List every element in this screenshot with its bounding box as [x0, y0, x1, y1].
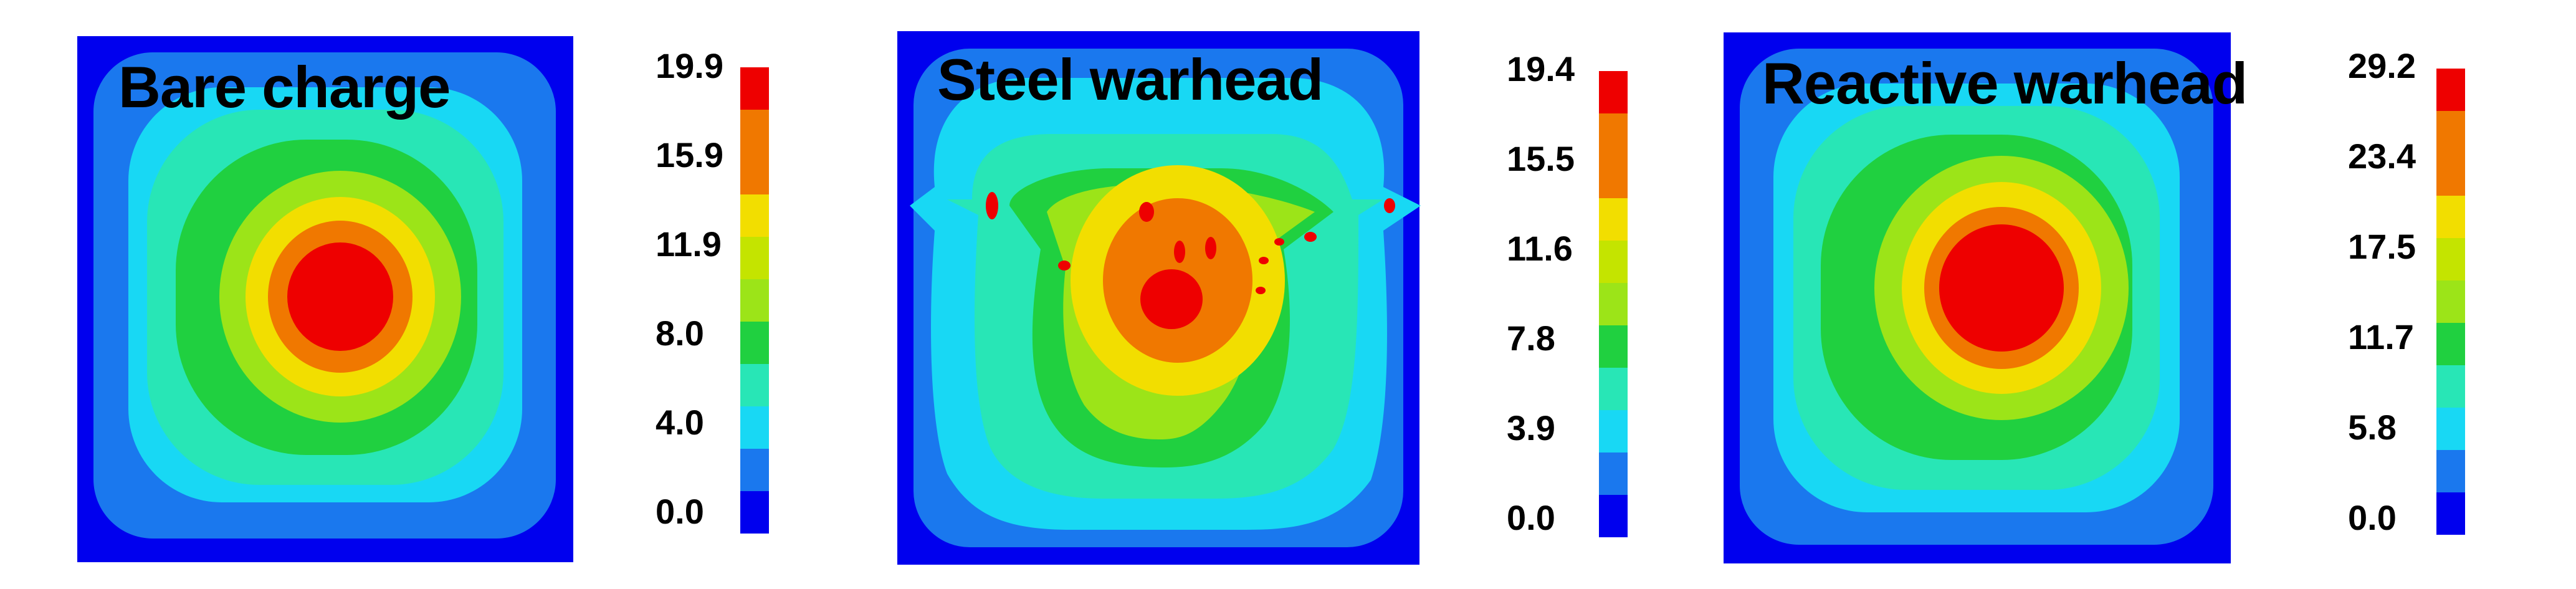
colorbar-segment	[740, 152, 769, 194]
colorbar-segment	[1599, 113, 1628, 156]
colorbar-segment	[2436, 69, 2465, 111]
colorbar-segment	[2436, 196, 2465, 238]
contour-hotspot	[1384, 198, 1395, 213]
heatmap-reactive-warhead	[1724, 32, 2231, 563]
contour-hotspot	[1174, 241, 1185, 263]
contour-hotspot	[1304, 232, 1317, 242]
contour-hotspot	[1274, 238, 1284, 246]
contour-level-8	[1939, 224, 2064, 352]
colorbar-tick-label: 17.5	[2348, 227, 2416, 266]
colorbar-segment	[740, 449, 769, 491]
colorbar-tick-label: 11.9	[656, 224, 722, 264]
colorbar-tick-label: 3.9	[1507, 408, 1555, 448]
colorbar-segment	[740, 110, 769, 152]
colorbar	[1599, 71, 1628, 537]
colorbar-segment	[740, 406, 769, 449]
panel-bare-charge: Bare charge 19.9 15.9 11.9 8.0 4.0	[77, 36, 769, 562]
colorbar	[2436, 69, 2465, 535]
colorbar-segment	[2436, 492, 2465, 535]
colorbar-segment	[1599, 368, 1628, 410]
colorbar-segment	[2436, 153, 2465, 196]
colorbar-segment	[740, 364, 769, 406]
colorbar-segment	[1599, 325, 1628, 368]
colorbar-segment	[2436, 111, 2465, 153]
colorbar-segment	[2436, 280, 2465, 323]
colorbar-ticks: 19.4 15.5 11.6 7.8 3.9 0.0	[1507, 49, 1575, 537]
colorbar-segment	[740, 279, 769, 322]
colorbar-segment	[1599, 156, 1628, 198]
contour-hotspot	[1139, 202, 1154, 222]
colorbar-segment	[1599, 198, 1628, 241]
contour-hotspot	[1259, 257, 1269, 264]
colorbar-tick-label: 11.7	[2348, 317, 2414, 357]
colorbar-segment	[1599, 241, 1628, 283]
colorbar-segment	[2436, 408, 2465, 450]
contour-level-8	[287, 242, 393, 351]
colorbar-ticks: 29.2 23.4 17.5 11.7 5.8 0.0	[2348, 46, 2416, 537]
panel-title: Steel warhead	[937, 47, 1323, 112]
colorbar-segment	[740, 322, 769, 364]
panel-reactive-warhead: Reactive warhead 29.2 23.4 17.5 11.7 5.8	[1724, 32, 2465, 563]
colorbar-tick-label: 15.5	[1507, 139, 1575, 178]
colorbar-segment	[740, 194, 769, 237]
colorbar	[740, 67, 769, 534]
contour-hotspot	[1205, 237, 1216, 259]
colorbar-tick-label: 15.9	[656, 135, 723, 175]
colorbar-segment	[2436, 238, 2465, 280]
colorbar-segment	[2436, 450, 2465, 492]
colorbar-segment	[2436, 323, 2465, 365]
colorbar-tick-label: 0.0	[2348, 498, 2397, 537]
colorbar-tick-label: 7.8	[1507, 318, 1555, 358]
colorbar-segment	[1599, 453, 1628, 495]
colorbar-segment	[1599, 71, 1628, 113]
colorbar-segment	[2436, 365, 2465, 408]
colorbar-segment	[1599, 410, 1628, 453]
colorbar-tick-label: 5.8	[2348, 408, 2397, 447]
colorbar-tick-label: 4.0	[656, 403, 704, 442]
panel-steel-warhead: Steel warhead 19.4 15.5 11.6 7.8 3.9	[897, 31, 1628, 565]
contour-hotspot	[986, 192, 998, 219]
contour-hotspot	[1058, 261, 1071, 271]
panel-title: Reactive warhead	[1762, 50, 2247, 116]
colorbar-tick-label: 19.4	[1507, 49, 1575, 89]
colorbar-segment	[1599, 495, 1628, 537]
colorbar-segment	[740, 237, 769, 279]
heatmap-bare-charge	[77, 36, 573, 562]
colorbar-tick-label: 11.6	[1507, 229, 1573, 268]
colorbar-tick-label: 19.9	[656, 46, 723, 85]
contour-hotspot	[1256, 287, 1266, 294]
colorbar-ticks: 19.9 15.9 11.9 8.0 4.0 0.0	[656, 46, 723, 531]
panel-title: Bare charge	[118, 54, 450, 120]
colorbar-tick-label: 29.2	[2348, 46, 2416, 85]
colorbar-segment	[740, 491, 769, 534]
colorbar-segment	[1599, 283, 1628, 325]
colorbar-tick-label: 0.0	[1507, 498, 1555, 537]
colorbar-tick-label: 0.0	[656, 492, 704, 531]
colorbar-segment	[740, 67, 769, 110]
heatmap-steel-warhead	[897, 31, 1421, 565]
contour-level-8	[1140, 269, 1203, 329]
colorbar-tick-label: 8.0	[656, 314, 704, 353]
colorbar-tick-label: 23.4	[2348, 136, 2416, 176]
